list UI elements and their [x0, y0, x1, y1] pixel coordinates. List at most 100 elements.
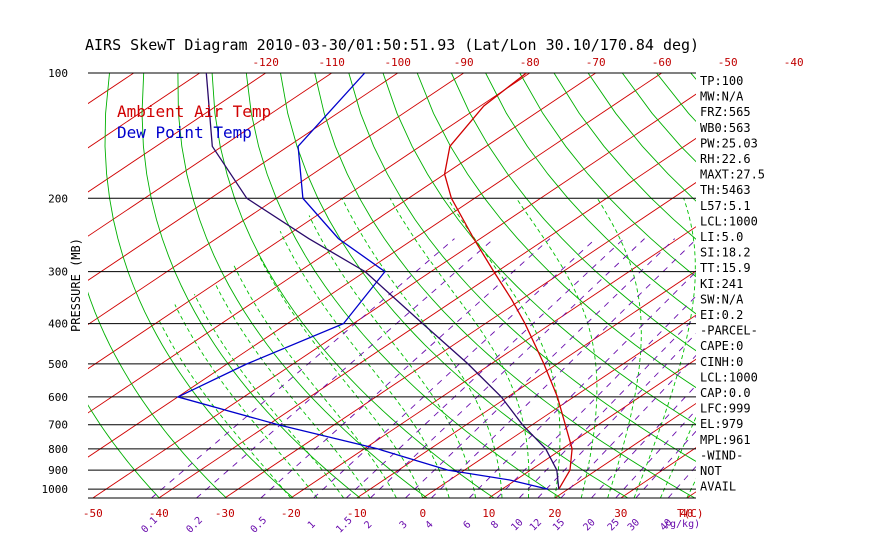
isotherm-line [88, 73, 266, 193]
mixing-ratio-line [345, 238, 625, 498]
stat-line: WB0:563 [700, 121, 751, 135]
stat-line: -PARCEL- [700, 324, 758, 338]
pressure-tick-label: 600 [48, 391, 68, 404]
isotherm-line [88, 73, 398, 281]
moist-adiabat-line [193, 293, 344, 498]
stat-line: LCL:1000 [700, 370, 758, 384]
isotherm-line [88, 73, 332, 237]
mixing-ratio-tick-label: 1 [306, 519, 318, 531]
series-line-ambient-air-temp [443, 73, 573, 490]
series-line-parcel [205, 73, 560, 490]
stat-line: MPL:961 [700, 433, 751, 447]
mixing-ratio-line [260, 238, 551, 498]
isotherm-line [158, 137, 696, 498]
stat-line: CAPE:0 [700, 339, 743, 353]
pressure-tick-label: 900 [48, 464, 68, 477]
series-line-dew-point-temp [176, 73, 549, 490]
moist-adiabat-line [174, 304, 318, 498]
stat-line: MAXT:27.5 [700, 168, 765, 182]
moist-adiabat-line [447, 198, 561, 498]
stat-line: TT:15.9 [700, 261, 751, 275]
top-temp-tick-label: -50 [718, 56, 738, 69]
mixing-ratio-line [196, 238, 495, 498]
stat-line: EL:979 [700, 417, 743, 431]
top-temp-tick-label: -100 [384, 56, 411, 69]
top-temp-tick-label: -60 [652, 56, 672, 69]
pressure-tick-label: 500 [48, 358, 68, 371]
pressure-tick-label: 700 [48, 419, 68, 432]
stat-line: CAP:0.0 [700, 386, 751, 400]
moist-adiabat-line [279, 231, 450, 498]
stat-line: L57:5.1 [700, 199, 751, 213]
mixing-ratio-tick-label: 6 [461, 519, 473, 531]
isotherm-line [0, 73, 68, 498]
mixing-ratio-line [405, 238, 676, 498]
dry-adiabat-line [382, 73, 696, 425]
isotherm-line [356, 270, 696, 498]
mixing-ratio-unit-label: (g/kg) [664, 519, 700, 530]
dry-adiabat-line [211, 73, 495, 498]
isotherm-line [753, 73, 870, 498]
bottom-temp-tick-label: 30 [614, 507, 627, 520]
dry-adiabat-line [88, 404, 160, 498]
isotherm-line [290, 226, 696, 498]
dry-adiabat-line [177, 73, 428, 498]
moist-adiabat-line [233, 265, 397, 498]
stat-line: CINH:0 [700, 355, 743, 369]
bottom-temp-tick-label: 0 [420, 507, 427, 520]
dry-adiabat-line [245, 73, 562, 498]
pressure-tick-label: 400 [48, 318, 68, 331]
isotherm-line [88, 73, 134, 105]
mixing-ratio-line [537, 332, 696, 498]
mixing-ratio-line [635, 430, 696, 498]
stat-line: RH:22.6 [700, 152, 751, 166]
mixing-ratio-line [496, 295, 696, 498]
stat-line: PW:25.03 [700, 136, 758, 150]
dry-adiabat-line [485, 73, 696, 315]
series-lines [176, 73, 573, 490]
bottom-temp-tick-label: 40 [680, 507, 693, 520]
top-temp-tick-label: -40 [784, 56, 804, 69]
stat-line: FRZ:565 [700, 105, 751, 119]
top-temp-tick-label: -120 [252, 56, 279, 69]
dry-adiabat-line [793, 73, 870, 498]
pressure-tick-label: 300 [48, 266, 68, 279]
isotherm-line [92, 93, 696, 498]
bottom-temp-tick-label: -30 [215, 507, 235, 520]
mixing-ratio-line [468, 271, 696, 498]
isotherm-line [422, 314, 696, 498]
y-axis-label: PRESSURE (MB) [69, 238, 83, 332]
bottom-temp-tick-label: -50 [83, 507, 103, 520]
stat-line: MW:N/A [700, 90, 744, 104]
stat-line: AVAIL [700, 480, 736, 494]
bottom-temp-tick-label: -10 [347, 507, 367, 520]
stat-line: NOT [700, 464, 722, 478]
pressure-tick-label: 200 [48, 192, 68, 205]
dry-adiabat-line [759, 73, 870, 498]
stat-line: KI:241 [700, 277, 743, 291]
moist-adiabat-line [308, 215, 477, 498]
stat-line: SW:N/A [700, 292, 744, 306]
top-temp-tick-label: -80 [520, 56, 540, 69]
mixing-ratio-grid [151, 238, 696, 498]
moist-adiabat-line [389, 198, 530, 498]
dry-adiabat-line [827, 73, 870, 498]
dry-adiabat-line [348, 73, 696, 462]
isobar-grid [88, 72, 696, 499]
dry-adiabat-line [450, 73, 696, 352]
bottom-temp-tick-label: 20 [548, 507, 561, 520]
stat-line: LI:5.0 [700, 230, 743, 244]
pressure-tick-label: 100 [48, 67, 68, 80]
pressure-tick-label: 1000 [42, 483, 69, 496]
dry-adiabat-line [104, 73, 294, 498]
mixing-ratio-line [151, 238, 455, 498]
mixing-ratio-line [560, 354, 696, 498]
mixing-ratio-tick-label: 3 [398, 519, 410, 531]
isotherm-line [88, 73, 530, 370]
mixing-ratio-line [667, 465, 696, 498]
isotherm-line [88, 73, 200, 149]
moist-adiabat-line [214, 282, 371, 498]
mixing-ratio-tick-label: 30 [626, 517, 642, 533]
bottom-temp-tick-label: -40 [149, 507, 169, 520]
